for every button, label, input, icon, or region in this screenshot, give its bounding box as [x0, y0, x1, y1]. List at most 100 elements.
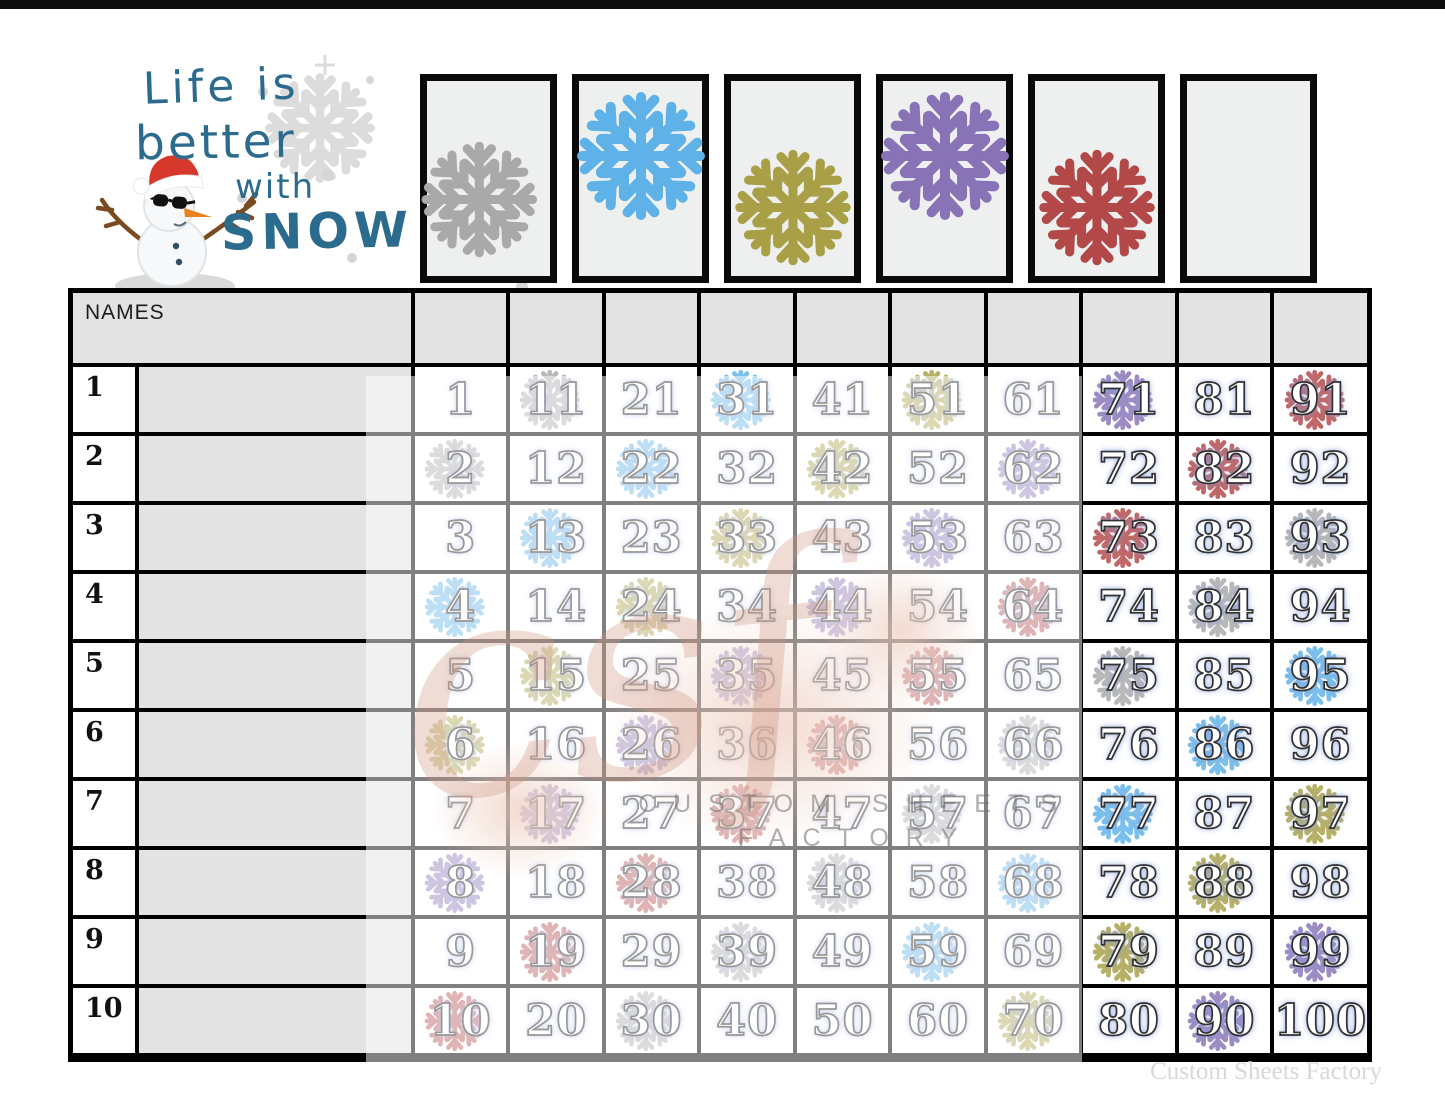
number-cell-62[interactable]: 62	[987, 436, 1080, 501]
number-cell-89[interactable]: 89	[1178, 919, 1271, 984]
number-cell-26[interactable]: 26	[605, 712, 698, 777]
number-cell-90[interactable]: 90	[1178, 988, 1271, 1053]
number-cell-43[interactable]: 43	[796, 505, 889, 570]
name-input-row-5[interactable]	[139, 643, 411, 708]
number-cell-8[interactable]: 8	[415, 850, 507, 915]
number-cell-98[interactable]: 98	[1274, 850, 1367, 915]
number-cell-84[interactable]: 84	[1178, 574, 1271, 639]
number-cell-25[interactable]: 25	[605, 643, 698, 708]
number-cell-21[interactable]: 21	[605, 367, 698, 432]
number-cell-83[interactable]: 83	[1178, 505, 1271, 570]
number-cell-73[interactable]: 73	[1083, 505, 1175, 570]
number-cell-27[interactable]: 27	[605, 781, 698, 846]
name-input-row-10[interactable]	[139, 988, 411, 1053]
number-cell-56[interactable]: 56	[892, 712, 984, 777]
number-cell-41[interactable]: 41	[796, 367, 889, 432]
number-cell-63[interactable]: 63	[987, 505, 1080, 570]
name-input-row-2[interactable]	[139, 436, 411, 501]
number-cell-65[interactable]: 65	[987, 643, 1080, 708]
number-cell-33[interactable]: 33	[701, 505, 793, 570]
number-cell-38[interactable]: 38	[701, 850, 793, 915]
number-cell-35[interactable]: 35	[701, 643, 793, 708]
number-cell-82[interactable]: 82	[1178, 436, 1271, 501]
number-cell-44[interactable]: 44	[796, 574, 889, 639]
number-cell-22[interactable]: 22	[605, 436, 698, 501]
number-cell-85[interactable]: 85	[1178, 643, 1271, 708]
number-cell-47[interactable]: 47	[796, 781, 889, 846]
name-input-row-9[interactable]	[139, 919, 411, 984]
name-input-row-6[interactable]	[139, 712, 411, 777]
number-cell-80[interactable]: 80	[1083, 988, 1175, 1053]
number-cell-18[interactable]: 18	[510, 850, 602, 915]
number-cell-75[interactable]: 75	[1083, 643, 1175, 708]
number-cell-23[interactable]: 23	[605, 505, 698, 570]
name-input-row-7[interactable]	[139, 781, 411, 846]
number-cell-30[interactable]: 30	[605, 988, 698, 1053]
number-cell-39[interactable]: 39	[701, 919, 793, 984]
number-cell-2[interactable]: 2	[415, 436, 507, 501]
name-input-row-8[interactable]	[139, 850, 411, 915]
number-cell-60[interactable]: 60	[892, 988, 984, 1053]
number-cell-4[interactable]: 4	[415, 574, 507, 639]
number-cell-32[interactable]: 32	[701, 436, 793, 501]
number-cell-91[interactable]: 91	[1274, 367, 1367, 432]
number-cell-70[interactable]: 70	[987, 988, 1080, 1053]
number-cell-9[interactable]: 9	[415, 919, 507, 984]
number-cell-17[interactable]: 17	[510, 781, 602, 846]
number-cell-37[interactable]: 37	[701, 781, 793, 846]
number-cell-24[interactable]: 24	[605, 574, 698, 639]
number-cell-93[interactable]: 93	[1274, 505, 1367, 570]
number-cell-96[interactable]: 96	[1274, 712, 1367, 777]
number-cell-58[interactable]: 58	[892, 850, 984, 915]
number-cell-71[interactable]: 71	[1083, 367, 1175, 432]
number-cell-88[interactable]: 88	[1178, 850, 1271, 915]
number-cell-55[interactable]: 55	[892, 643, 984, 708]
number-cell-66[interactable]: 66	[987, 712, 1080, 777]
number-cell-15[interactable]: 15	[510, 643, 602, 708]
number-cell-42[interactable]: 42	[796, 436, 889, 501]
number-cell-3[interactable]: 3	[415, 505, 507, 570]
number-cell-46[interactable]: 46	[796, 712, 889, 777]
number-cell-53[interactable]: 53	[892, 505, 984, 570]
number-cell-78[interactable]: 78	[1083, 850, 1175, 915]
number-cell-5[interactable]: 5	[415, 643, 507, 708]
number-cell-7[interactable]: 7	[415, 781, 507, 846]
number-cell-51[interactable]: 51	[892, 367, 984, 432]
number-cell-1[interactable]: 1	[415, 367, 507, 432]
number-cell-12[interactable]: 12	[510, 436, 602, 501]
number-cell-74[interactable]: 74	[1083, 574, 1175, 639]
number-cell-20[interactable]: 20	[510, 988, 602, 1053]
number-cell-68[interactable]: 68	[987, 850, 1080, 915]
number-cell-48[interactable]: 48	[796, 850, 889, 915]
number-cell-16[interactable]: 16	[510, 712, 602, 777]
number-cell-64[interactable]: 64	[987, 574, 1080, 639]
number-cell-31[interactable]: 31	[701, 367, 793, 432]
number-cell-97[interactable]: 97	[1274, 781, 1367, 846]
number-cell-29[interactable]: 29	[605, 919, 698, 984]
number-cell-79[interactable]: 79	[1083, 919, 1175, 984]
number-cell-99[interactable]: 99	[1274, 919, 1367, 984]
number-cell-36[interactable]: 36	[701, 712, 793, 777]
name-input-row-4[interactable]	[139, 574, 411, 639]
number-cell-28[interactable]: 28	[605, 850, 698, 915]
name-input-row-1[interactable]	[139, 367, 411, 432]
number-cell-50[interactable]: 50	[796, 988, 889, 1053]
number-cell-76[interactable]: 76	[1083, 712, 1175, 777]
number-cell-59[interactable]: 59	[892, 919, 984, 984]
name-input-row-3[interactable]	[139, 505, 411, 570]
number-cell-94[interactable]: 94	[1274, 574, 1367, 639]
number-cell-77[interactable]: 77	[1083, 781, 1175, 846]
number-cell-87[interactable]: 87	[1178, 781, 1271, 846]
number-cell-19[interactable]: 19	[510, 919, 602, 984]
number-cell-45[interactable]: 45	[796, 643, 889, 708]
number-cell-69[interactable]: 69	[987, 919, 1080, 984]
number-cell-10[interactable]: 10	[415, 988, 507, 1053]
number-cell-92[interactable]: 92	[1274, 436, 1367, 501]
number-cell-6[interactable]: 6	[415, 712, 507, 777]
number-cell-14[interactable]: 14	[510, 574, 602, 639]
number-cell-67[interactable]: 67	[987, 781, 1080, 846]
number-cell-54[interactable]: 54	[892, 574, 984, 639]
number-cell-61[interactable]: 61	[987, 367, 1080, 432]
number-cell-57[interactable]: 57	[892, 781, 984, 846]
number-cell-49[interactable]: 49	[796, 919, 889, 984]
